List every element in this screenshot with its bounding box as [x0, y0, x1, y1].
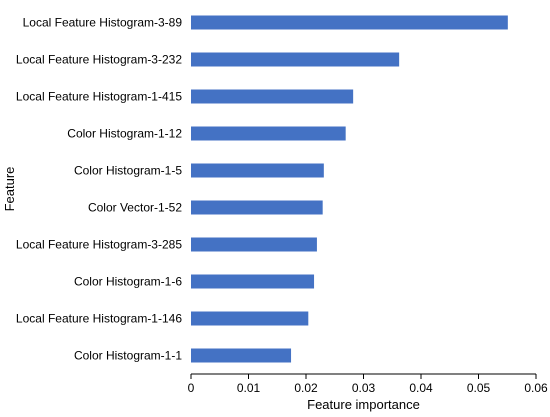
x-ticks: 0 0.01 0.02 0.03 0.04 0.05 0.06 [188, 374, 548, 395]
bar [191, 15, 508, 30]
bar [191, 163, 324, 178]
category-label: Color Histogram-1-12 [67, 127, 182, 141]
x-tick-label: 0 [188, 381, 195, 395]
category-label: Color Vector-1-52 [88, 201, 182, 215]
x-tick-label: 0.05 [467, 381, 491, 395]
bar [191, 274, 315, 289]
bar [191, 89, 354, 104]
bar [191, 126, 346, 141]
x-tick-label: 0.06 [524, 381, 548, 395]
category-label: Local Feature Histogram-1-146 [16, 312, 182, 326]
category-label: Color Histogram-1-6 [74, 275, 182, 289]
bar [191, 200, 323, 215]
category-label: Color Histogram-1-1 [74, 349, 182, 363]
bar [191, 52, 400, 67]
category-label: Local Feature Histogram-1-415 [16, 90, 182, 104]
y-axis-title: Feature [2, 167, 17, 212]
category-labels: Local Feature Histogram-3-89 Local Featur… [16, 16, 182, 363]
category-label: Local Feature Histogram-3-285 [16, 238, 182, 252]
bar-group [191, 15, 508, 363]
bar [191, 348, 292, 363]
x-tick-label: 0.03 [352, 381, 376, 395]
x-axis-title: Feature importance [307, 397, 420, 412]
x-tick-label: 0.01 [237, 381, 261, 395]
category-label: Local Feature Histogram-3-232 [16, 53, 182, 67]
x-tick-label: 0.04 [409, 381, 433, 395]
bar [191, 237, 317, 252]
category-label: Local Feature Histogram-3-89 [23, 16, 183, 30]
x-tick-label: 0.02 [294, 381, 318, 395]
category-label: Color Histogram-1-5 [74, 164, 182, 178]
bar [191, 311, 309, 326]
